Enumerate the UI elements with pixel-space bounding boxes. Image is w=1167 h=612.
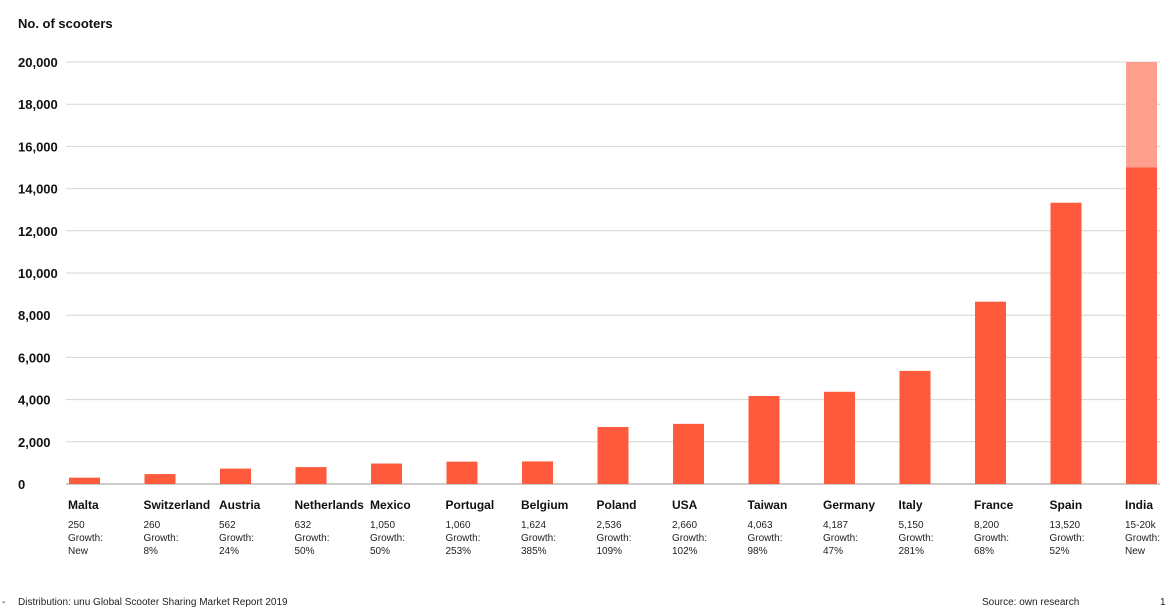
growth-label: Growth: [823, 533, 858, 544]
y-tick-label: 6,000 [18, 350, 51, 365]
growth-label: Growth: [899, 533, 934, 544]
category-label: Germany [823, 498, 875, 512]
growth-value: 50% [295, 546, 315, 557]
bar [446, 461, 478, 484]
category-label: Poland [597, 498, 637, 512]
value-label: 2,536 [597, 520, 622, 531]
bar-range [1126, 62, 1157, 168]
category-label: India [1125, 498, 1153, 512]
category-label: Italy [899, 498, 923, 512]
category-label: Mexico [370, 498, 411, 512]
bar [69, 477, 100, 484]
category-label: Belgium [521, 498, 568, 512]
footer-source: Source: own research [982, 597, 1080, 608]
y-tick-label: 14,000 [18, 182, 58, 197]
value-label: 260 [144, 520, 161, 531]
bar [748, 396, 780, 484]
growth-value: 385% [521, 546, 547, 557]
value-label: 5,150 [899, 520, 924, 531]
value-label: 4,063 [748, 520, 773, 531]
value-label: 250 [68, 520, 85, 531]
growth-label: Growth: [597, 533, 632, 544]
growth-value: New [68, 546, 89, 557]
category-label: Portugal [446, 498, 495, 512]
growth-label: Growth: [144, 533, 179, 544]
bar [824, 391, 855, 484]
category-label: Switzerland [144, 498, 211, 512]
bar [522, 461, 553, 484]
growth-value: 8% [144, 546, 159, 557]
growth-label: Growth: [974, 533, 1009, 544]
category-label: Austria [219, 498, 261, 512]
y-tick-label: 12,000 [18, 224, 58, 239]
growth-value: 253% [446, 546, 472, 557]
y-tick-label: 10,000 [18, 266, 58, 281]
category-label: Taiwan [748, 498, 788, 512]
growth-label: Growth: [219, 533, 254, 544]
y-tick-label: 2,000 [18, 435, 51, 450]
category-label: USA [672, 498, 698, 512]
y-axis-title: No. of scooters [18, 16, 113, 31]
growth-label: Growth: [370, 533, 405, 544]
bar [220, 468, 251, 484]
y-tick-label: 16,000 [18, 139, 58, 154]
bar [295, 467, 327, 484]
growth-value: 281% [899, 546, 925, 557]
value-label: 8,200 [974, 520, 999, 531]
growth-label: Growth: [68, 533, 103, 544]
bar [899, 370, 931, 484]
bar [1050, 202, 1082, 484]
category-label: Spain [1050, 498, 1083, 512]
bar [1126, 167, 1157, 484]
growth-value: 24% [219, 546, 239, 557]
value-label: 15-20k [1125, 520, 1157, 531]
growth-label: Growth: [748, 533, 783, 544]
growth-value: 52% [1050, 546, 1070, 557]
value-label: 1,624 [521, 520, 546, 531]
growth-value: 98% [748, 546, 768, 557]
category-label: Netherlands [295, 498, 365, 512]
y-tick-label: 8,000 [18, 308, 51, 323]
growth-label: Growth: [521, 533, 556, 544]
footer-dash: - [2, 597, 6, 608]
growth-label: Growth: [1050, 533, 1085, 544]
bar [673, 423, 704, 484]
growth-value: 109% [597, 546, 623, 557]
category-label: Malta [68, 498, 99, 512]
growth-label: Growth: [672, 533, 707, 544]
bar [597, 427, 629, 484]
bar [371, 463, 402, 484]
growth-value: 50% [370, 546, 390, 557]
y-tick-label: 4,000 [18, 393, 51, 408]
y-tick-label: 20,000 [18, 55, 58, 70]
growth-label: Growth: [295, 533, 330, 544]
bar [144, 474, 176, 484]
footer-page-number: 1 [1160, 597, 1166, 608]
value-label: 2,660 [672, 520, 697, 531]
y-tick-label: 0 [18, 477, 25, 492]
growth-value: New [1125, 546, 1146, 557]
bar [975, 301, 1006, 484]
footer-distribution: Distribution: unu Global Scooter Sharing… [18, 597, 288, 608]
value-label: 1,050 [370, 520, 395, 531]
growth-label: Growth: [446, 533, 481, 544]
growth-value: 47% [823, 546, 843, 557]
growth-value: 68% [974, 546, 994, 557]
growth-value: 102% [672, 546, 698, 557]
value-label: 1,060 [446, 520, 471, 531]
value-label: 4,187 [823, 520, 848, 531]
y-tick-label: 18,000 [18, 97, 58, 112]
value-label: 562 [219, 520, 236, 531]
category-label: France [974, 498, 1014, 512]
value-label: 13,520 [1050, 520, 1081, 531]
growth-label: Growth: [1125, 533, 1160, 544]
value-label: 632 [295, 520, 312, 531]
